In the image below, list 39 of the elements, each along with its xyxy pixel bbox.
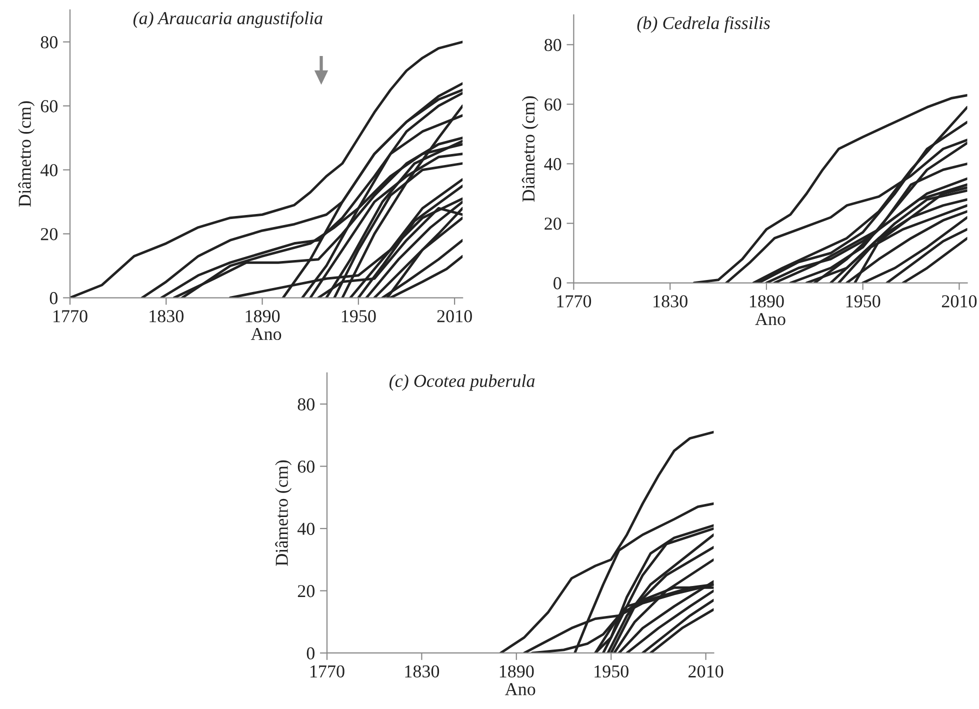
chart-title: (c) Ocotea puberula xyxy=(389,374,535,391)
x-tick-label: 1770 xyxy=(310,665,344,678)
y-tick-label: 20 xyxy=(40,228,58,240)
y-tick-label: 80 xyxy=(544,38,562,52)
x-axis-title: Ano xyxy=(250,328,282,340)
x-tick-label: 2010 xyxy=(942,295,977,308)
y-tick-label: 40 xyxy=(544,158,562,170)
y-tick-label: 80 xyxy=(40,36,58,48)
x-tick-label: 1830 xyxy=(654,295,688,308)
x-tick-label: 1770 xyxy=(557,295,592,308)
y-axis-title: Diâmetro (cm) xyxy=(18,101,35,207)
x-axis-title: Ano xyxy=(755,313,786,326)
x-tick-label: 2010 xyxy=(688,665,724,678)
y-tick-label: 60 xyxy=(544,98,562,111)
x-tick-label: 1830 xyxy=(150,310,184,322)
x-tick-label: 1890 xyxy=(246,310,280,322)
x-tick-label: 1950 xyxy=(342,310,376,322)
y-tick-label: 20 xyxy=(298,585,314,598)
x-tick-label: 1770 xyxy=(54,310,88,322)
y-tick-label: 0 xyxy=(50,292,58,304)
y-tick-label: 20 xyxy=(544,218,562,230)
chart-title: (a) Araucaria angustifolia xyxy=(133,11,322,28)
y-axis-title: Diâmetro (cm) xyxy=(522,96,538,202)
y-tick-label: 60 xyxy=(40,100,58,112)
y-tick-label: 0 xyxy=(306,647,314,660)
chart-title: (b) Cedrela fissilis xyxy=(637,16,770,33)
x-tick-label: 2010 xyxy=(437,310,472,322)
y-tick-label: 0 xyxy=(554,277,562,290)
y-tick-label: 40 xyxy=(297,522,314,535)
x-tick-label: 1890 xyxy=(500,665,534,678)
x-tick-label: 1890 xyxy=(750,295,784,308)
x-tick-label: 1830 xyxy=(405,665,440,678)
y-tick-label: 60 xyxy=(298,460,314,473)
y-axis-title: Diâmetro (cm) xyxy=(275,460,292,566)
y-tick-label: 80 xyxy=(298,398,314,410)
y-tick-label: 40 xyxy=(40,164,58,176)
x-axis-title: Ano xyxy=(504,683,536,696)
x-tick-label: 1950 xyxy=(846,295,880,308)
x-tick-label: 1950 xyxy=(594,665,628,678)
